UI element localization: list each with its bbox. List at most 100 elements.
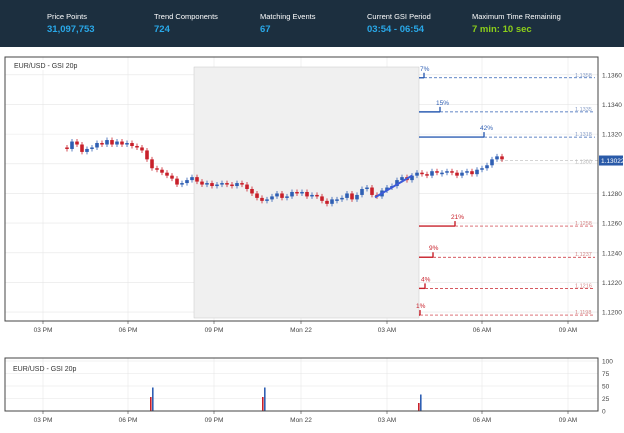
candle-body: [420, 172, 424, 175]
candle-body: [335, 199, 339, 201]
x-tick-label: 09 AM: [559, 327, 577, 334]
candle-body: [190, 177, 194, 181]
candle-body: [485, 165, 489, 169]
projection-pct-up: 7%: [420, 66, 430, 73]
x-tick-label: 03 PM: [34, 417, 53, 424]
candle-body: [410, 175, 414, 181]
candle-body: [215, 184, 219, 187]
candle-body: [175, 178, 179, 185]
y-axis-labels: 1.1360 1.1340 1.1320 1.13022 1.1280 1.1260 1.1…: [599, 72, 624, 317]
volume-bar-up: [264, 387, 266, 411]
x-axis-labels: 03 PM 06 PM 09 PM Mon 22 03 AM 06 AM 09 AM: [34, 411, 577, 424]
x-tick-label: 06 AM: [473, 417, 491, 424]
candle-body: [230, 184, 234, 187]
candle-body: [290, 191, 294, 197]
y-tick-label: 1.1320: [602, 132, 622, 139]
volume-bars: [150, 387, 422, 411]
y-tick-label: 1.1340: [602, 102, 622, 109]
plot-frame: [4, 56, 599, 322]
candle-body: [480, 168, 484, 170]
volume-bar-up: [152, 387, 154, 411]
candle-body: [435, 171, 439, 173]
y-tick-label: 50: [602, 384, 610, 391]
x-tick-label: 03 AM: [378, 327, 396, 334]
candle-body: [350, 193, 354, 200]
candle-body: [275, 193, 279, 197]
candle-body: [385, 187, 389, 191]
chart-legend: EUR/USD - GSI 20p: [13, 366, 77, 373]
projection-pct-down: 4%: [421, 276, 431, 283]
candle-body: [310, 194, 314, 197]
candle-body: [315, 194, 319, 197]
candle-body: [130, 143, 134, 146]
price-chart[interactable]: 7% 1.1358 15% 1.1335 42% 1.1318 21% 1.1258 9% 1.1…: [0, 47, 624, 392]
candle-body: [465, 171, 469, 173]
candle-body: [90, 147, 94, 149]
stat-value: 03:54 - 06:54: [367, 24, 425, 35]
stat-label: Price Points: [47, 12, 88, 21]
y-tick-label: 25: [602, 396, 610, 403]
candle-body: [430, 171, 434, 176]
candle-body: [195, 177, 199, 182]
candle-body: [355, 194, 359, 200]
candle-body: [120, 141, 124, 145]
candle-body: [185, 180, 189, 184]
volume-bar-down: [418, 403, 420, 411]
projection-pct-up: 15%: [436, 100, 449, 107]
candle-body: [470, 171, 474, 175]
candle-body: [460, 172, 464, 176]
x-tick-label: 09 AM: [559, 417, 577, 424]
candle-body: [115, 141, 119, 145]
candle-body: [365, 187, 369, 190]
candle-body: [105, 140, 109, 145]
stat-label: Matching Events: [260, 12, 316, 21]
stat-value: 67: [260, 24, 271, 35]
stat-label: Trend Components: [154, 12, 218, 21]
chart-legend: EUR/USD - GSI 20p: [14, 63, 78, 70]
candle-body: [415, 172, 419, 176]
candle-body: [70, 141, 74, 149]
candle-body: [205, 183, 209, 185]
volume-bar-up: [420, 394, 422, 411]
candle-body: [360, 189, 364, 195]
candle-body: [340, 197, 344, 200]
stat-value: 724: [154, 24, 170, 35]
stat-value: 7 min: 10 sec: [472, 24, 532, 35]
y-tick-label: 1.1360: [602, 72, 622, 79]
grid: [5, 358, 598, 412]
x-tick-label: 03 PM: [34, 327, 53, 334]
candle-body: [285, 196, 289, 198]
candle-body: [495, 156, 499, 160]
candle-body: [280, 193, 284, 198]
projection-price-up: 1.1318: [575, 132, 592, 138]
y-tick-label: 75: [602, 371, 610, 378]
candle-body: [155, 168, 159, 170]
current-price-tag: [599, 155, 623, 166]
candle-body: [225, 183, 229, 185]
projection-price-down: 1.1216: [575, 283, 592, 289]
candle-body: [270, 196, 274, 200]
candle-body: [300, 191, 304, 194]
candle-body: [445, 171, 449, 173]
candle-body: [200, 181, 204, 185]
candle-body: [210, 183, 214, 187]
candle-body: [320, 196, 324, 201]
stat-max-time-remaining: Maximum Time Remaining 7 min: 10 sec: [472, 12, 561, 36]
stat-value: 31,097,753: [47, 24, 95, 35]
stat-matching-events: Matching Events 67: [260, 12, 315, 36]
candle-body: [220, 183, 224, 185]
candle-body: [265, 199, 269, 201]
candle-body: [235, 183, 239, 187]
plot-frame: [4, 357, 599, 412]
candle-body: [395, 180, 399, 187]
candle-body: [490, 159, 494, 166]
stat-current-gsi-period: Current GSI Period 03:54 - 06:54: [367, 12, 431, 36]
x-tick-label: 09 PM: [205, 417, 224, 424]
projection-pct-up: 42%: [480, 125, 493, 132]
x-tick-label: 06 AM: [473, 327, 491, 334]
volume-bar-down: [262, 397, 264, 411]
y-tick-label: 1.1220: [602, 280, 622, 287]
stats-header: Price Points 31,097,753 Trend Components…: [0, 0, 624, 47]
current-price-level-label: 1.1300: [575, 160, 592, 166]
